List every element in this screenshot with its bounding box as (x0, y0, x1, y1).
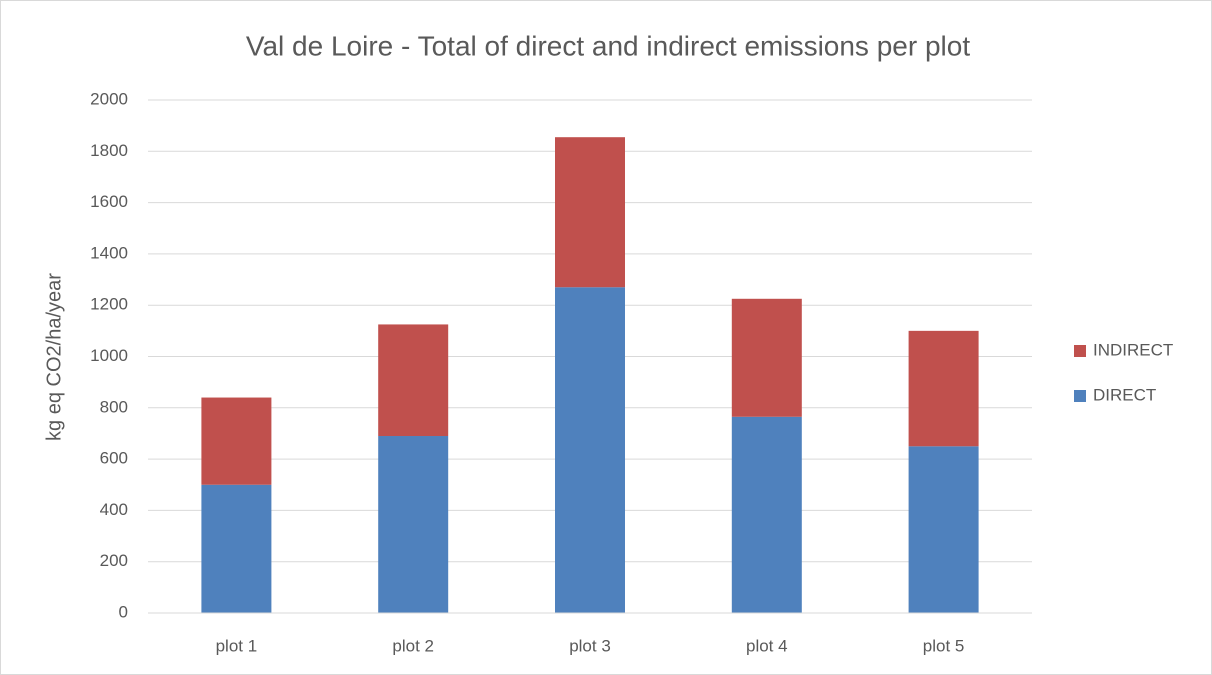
y-tick-label: 200 (100, 551, 128, 570)
bar-segment (555, 137, 625, 288)
bar-segment (731, 298, 802, 417)
legend-swatch (1074, 390, 1086, 402)
y-tick-label: 1400 (90, 243, 128, 262)
x-tick-label: plot 1 (216, 636, 258, 655)
bar-segment (201, 484, 272, 613)
legend-label: DIRECT (1093, 385, 1156, 404)
bar-segment (378, 324, 449, 437)
y-tick-label: 600 (100, 449, 128, 468)
bar-segment (908, 446, 979, 613)
y-tick-label: 1800 (90, 141, 128, 160)
y-tick-label: 0 (119, 602, 128, 621)
x-tick-label: plot 4 (746, 636, 788, 655)
y-tick-label: 800 (100, 397, 128, 416)
chart-title: Val de Loire - Total of direct and indir… (246, 30, 970, 61)
x-tick-label: plot 2 (392, 636, 434, 655)
bar-segment (378, 436, 449, 613)
bar-segment (908, 330, 979, 447)
y-tick-label: 1600 (90, 192, 128, 211)
bar-segment (201, 397, 272, 485)
bar-segment (555, 287, 625, 613)
y-tick-label: 1000 (90, 346, 128, 365)
y-axis-label: kg eq CO2/ha/year (43, 273, 65, 441)
y-tick-label: 1200 (90, 295, 128, 314)
x-tick-label: plot 3 (569, 636, 611, 655)
legend-swatch (1074, 345, 1086, 357)
x-tick-label: plot 5 (923, 636, 965, 655)
y-tick-label: 2000 (90, 89, 128, 108)
legend-label: INDIRECT (1093, 340, 1173, 359)
bar-segment (731, 416, 802, 613)
y-tick-label: 400 (100, 500, 128, 519)
